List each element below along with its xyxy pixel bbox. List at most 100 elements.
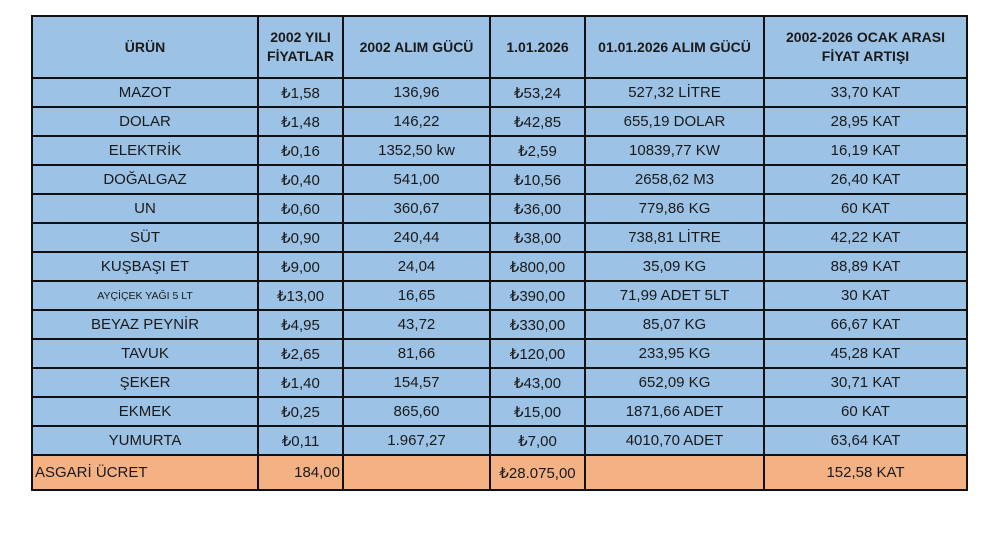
table-row: TAVUK ₺2,65 81,66 ₺120,00 233,95 KG 45,2…: [31, 338, 968, 369]
price-2002: ₺1,58: [257, 77, 344, 108]
price-2002: ₺2,65: [257, 338, 344, 369]
purchasing-power-2026: 2658,62 M3: [584, 164, 765, 195]
price-increase: 60 KAT: [763, 396, 968, 427]
price-2002: ₺1,40: [257, 367, 344, 398]
product-name: KUŞBAŞI ET: [31, 251, 259, 282]
table-row: ŞEKER ₺1,40 154,57 ₺43,00 652,09 KG 30,7…: [31, 367, 968, 398]
minimum-wage-label: ASGARİ ÜCRET: [31, 454, 259, 491]
minimum-wage-2002: 184,00: [257, 454, 344, 491]
price-2026: ₺42,85: [489, 106, 586, 137]
purchasing-power-2026: 738,81 LİTRE: [584, 222, 765, 253]
header-price-increase: 2002-2026 OCAK ARASI FİYAT ARTIŞI: [763, 15, 968, 79]
price-2026: ₺38,00: [489, 222, 586, 253]
header-2002-prices: 2002 YILI FİYATLAR: [257, 15, 344, 79]
header-row: ÜRÜN 2002 YILI FİYATLAR 2002 ALIM GÜCÜ 1…: [31, 15, 968, 79]
product-name: DOĞALGAZ: [31, 164, 259, 195]
purchasing-power-2002: 360,67: [342, 193, 491, 224]
price-increase: 60 KAT: [763, 193, 968, 224]
minimum-wage-increase: 152,58 KAT: [763, 454, 968, 491]
table-row: ELEKTRİK ₺0,16 1352,50 kw ₺2,59 10839,77…: [31, 135, 968, 166]
price-increase: 66,67 KAT: [763, 309, 968, 340]
table-row: UN ₺0,60 360,67 ₺36,00 779,86 KG 60 KAT: [31, 193, 968, 224]
price-increase: 30,71 KAT: [763, 367, 968, 398]
header-product: ÜRÜN: [31, 15, 259, 79]
table-row: KUŞBAŞI ET ₺9,00 24,04 ₺800,00 35,09 KG …: [31, 251, 968, 282]
purchasing-power-2026: 85,07 KG: [584, 309, 765, 340]
product-name: EKMEK: [31, 396, 259, 427]
price-increase: 33,70 KAT: [763, 77, 968, 108]
purchasing-power-2002: 146,22: [342, 106, 491, 137]
purchasing-power-2026: 1871,66 ADET: [584, 396, 765, 427]
purchasing-power-2026: 4010,70 ADET: [584, 425, 765, 456]
product-name: ELEKTRİK: [31, 135, 259, 166]
purchasing-power-2002: 81,66: [342, 338, 491, 369]
table-row: DOLAR ₺1,48 146,22 ₺42,85 655,19 DOLAR 2…: [31, 106, 968, 137]
price-2002: ₺13,00: [257, 280, 344, 311]
purchasing-power-2002: 1.967,27: [342, 425, 491, 456]
purchasing-power-2026: 35,09 KG: [584, 251, 765, 282]
minimum-wage-row: ASGARİ ÜCRET 184,00 ₺28.075,00 152,58 KA…: [31, 454, 968, 491]
purchasing-power-2002: 43,72: [342, 309, 491, 340]
price-2002: ₺0,11: [257, 425, 344, 456]
price-2002: ₺0,25: [257, 396, 344, 427]
price-2026: ₺330,00: [489, 309, 586, 340]
table-row: BEYAZ PEYNİR ₺4,95 43,72 ₺330,00 85,07 K…: [31, 309, 968, 340]
price-2002: ₺0,90: [257, 222, 344, 253]
product-name: SÜT: [31, 222, 259, 253]
product-name: MAZOT: [31, 77, 259, 108]
purchasing-power-2026: 652,09 KG: [584, 367, 765, 398]
table-row: SÜT ₺0,90 240,44 ₺38,00 738,81 LİTRE 42,…: [31, 222, 968, 253]
table-row: EKMEK ₺0,25 865,60 ₺15,00 1871,66 ADET 6…: [31, 396, 968, 427]
price-2026: ₺120,00: [489, 338, 586, 369]
price-2026: ₺800,00: [489, 251, 586, 282]
price-2002: ₺0,60: [257, 193, 344, 224]
price-comparison-table-container: ÜRÜN 2002 YILI FİYATLAR 2002 ALIM GÜCÜ 1…: [31, 15, 968, 491]
purchasing-power-2002: 865,60: [342, 396, 491, 427]
price-increase: 26,40 KAT: [763, 164, 968, 195]
table-row: AYÇİÇEK YAĞI 5 LT ₺13,00 16,65 ₺390,00 7…: [31, 280, 968, 311]
price-increase: 63,64 KAT: [763, 425, 968, 456]
purchasing-power-2026: 233,95 KG: [584, 338, 765, 369]
purchasing-power-2026: 527,32 LİTRE: [584, 77, 765, 108]
price-2026: ₺390,00: [489, 280, 586, 311]
purchasing-power-2002: 541,00: [342, 164, 491, 195]
price-2002: ₺0,16: [257, 135, 344, 166]
product-name: DOLAR: [31, 106, 259, 137]
price-increase: 16,19 KAT: [763, 135, 968, 166]
price-2002: ₺0,40: [257, 164, 344, 195]
minimum-wage-empty-1: [342, 454, 491, 491]
purchasing-power-2026: 779,86 KG: [584, 193, 765, 224]
price-2026: ₺43,00: [489, 367, 586, 398]
table-row: YUMURTA ₺0,11 1.967,27 ₺7,00 4010,70 ADE…: [31, 425, 968, 456]
price-2026: ₺53,24: [489, 77, 586, 108]
header-2002-purchasing-power: 2002 ALIM GÜCÜ: [342, 15, 491, 79]
header-2026-purchasing-power: 01.01.2026 ALIM GÜCÜ: [584, 15, 765, 79]
price-2026: ₺10,56: [489, 164, 586, 195]
price-increase: 28,95 KAT: [763, 106, 968, 137]
minimum-wage-empty-2: [584, 454, 765, 491]
price-2026: ₺7,00: [489, 425, 586, 456]
product-name: YUMURTA: [31, 425, 259, 456]
price-comparison-table: ÜRÜN 2002 YILI FİYATLAR 2002 ALIM GÜCÜ 1…: [31, 15, 968, 491]
price-2026: ₺2,59: [489, 135, 586, 166]
product-name: BEYAZ PEYNİR: [31, 309, 259, 340]
price-increase: 45,28 KAT: [763, 338, 968, 369]
price-2026: ₺15,00: [489, 396, 586, 427]
table-row: MAZOT ₺1,58 136,96 ₺53,24 527,32 LİTRE 3…: [31, 77, 968, 108]
price-2026: ₺36,00: [489, 193, 586, 224]
purchasing-power-2026: 10839,77 KW: [584, 135, 765, 166]
header-2026-prices: 1.01.2026: [489, 15, 586, 79]
table-row: DOĞALGAZ ₺0,40 541,00 ₺10,56 2658,62 M3 …: [31, 164, 968, 195]
purchasing-power-2002: 24,04: [342, 251, 491, 282]
purchasing-power-2026: 655,19 DOLAR: [584, 106, 765, 137]
purchasing-power-2002: 136,96: [342, 77, 491, 108]
price-2002: ₺9,00: [257, 251, 344, 282]
price-increase: 30 KAT: [763, 280, 968, 311]
price-increase: 88,89 KAT: [763, 251, 968, 282]
price-increase: 42,22 KAT: [763, 222, 968, 253]
purchasing-power-2026: 71,99 ADET 5LT: [584, 280, 765, 311]
product-name: TAVUK: [31, 338, 259, 369]
minimum-wage-2026: ₺28.075,00: [489, 454, 586, 491]
price-2002: ₺4,95: [257, 309, 344, 340]
purchasing-power-2002: 154,57: [342, 367, 491, 398]
